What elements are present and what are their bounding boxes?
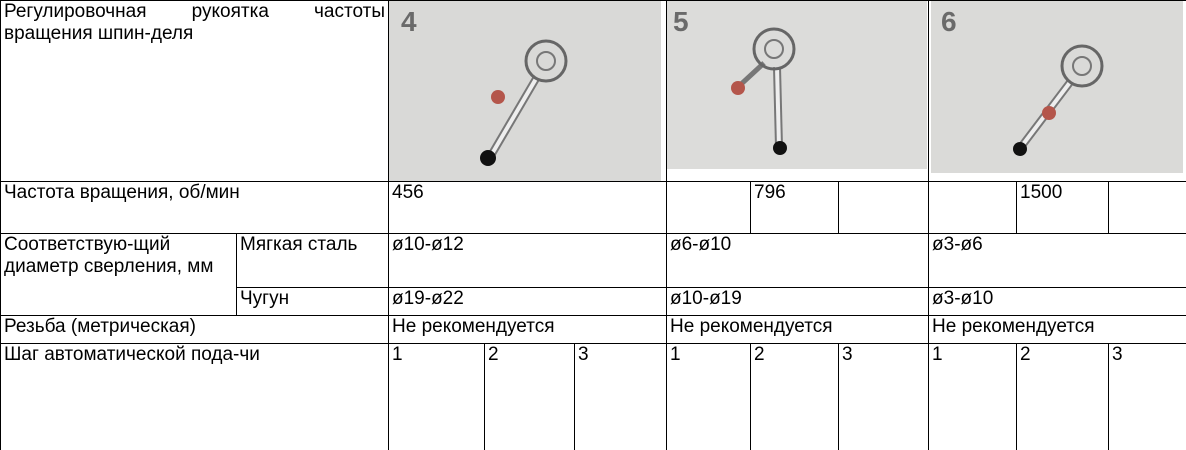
position-number: 5	[673, 6, 689, 37]
feed-cell: 3	[574, 343, 667, 450]
image-cell: 6	[928, 0, 1186, 182]
diameter-cell: ø6-ø10	[665, 233, 930, 288]
diameter-cell: ø10-ø12	[388, 233, 667, 288]
feed-cell: 3	[837, 343, 930, 450]
diameter-cell: ø10-ø19	[665, 287, 930, 316]
empty-cell	[1108, 181, 1186, 234]
speed-cell: 1500	[1016, 181, 1110, 234]
empty-cell	[928, 181, 1018, 234]
empty-cell	[666, 181, 751, 234]
thread-cell: Не рекомендуется	[928, 315, 1186, 344]
feed-cell: 1	[666, 343, 751, 450]
diameter-cell: ø3-ø6	[928, 233, 1186, 288]
material-label: Чугун	[236, 287, 389, 316]
thread-cell: Не рекомендуется	[388, 315, 667, 344]
handle-image: 5	[667, 1, 927, 169]
image-cell: 5	[665, 0, 930, 182]
feed-cell: 3	[1108, 343, 1186, 450]
feed-cell: 1	[928, 343, 1018, 450]
feed-cell: 2	[750, 343, 839, 450]
feed-cell: 2	[484, 343, 575, 450]
position-number: 6	[941, 6, 957, 37]
diameter-cell: ø3-ø10	[928, 287, 1186, 316]
row-label: Шаг автоматической пода-чи	[0, 343, 389, 450]
feed-cell: 1	[388, 343, 485, 450]
empty-cell	[837, 181, 930, 234]
row-label: Частота вращения, об/мин	[0, 181, 389, 234]
handle-image: 4	[389, 1, 661, 181]
image-cell: 4	[388, 0, 667, 182]
handle-image: 6	[931, 1, 1184, 173]
row-label: Резьба (метрическая)	[0, 315, 389, 344]
speed-cell: 796	[750, 181, 839, 234]
row-label: Соответствую-щий диаметр сверления, мм	[0, 233, 237, 316]
row-label: Регулировочная рукоятка частоты вращения…	[0, 0, 389, 182]
speed-cell: 456	[388, 181, 667, 234]
feed-cell: 2	[1016, 343, 1110, 450]
material-label: Мягкая сталь	[236, 233, 389, 288]
diameter-cell: ø19-ø22	[388, 287, 667, 316]
position-number: 4	[401, 6, 417, 37]
thread-cell: Не рекомендуется	[665, 315, 930, 344]
